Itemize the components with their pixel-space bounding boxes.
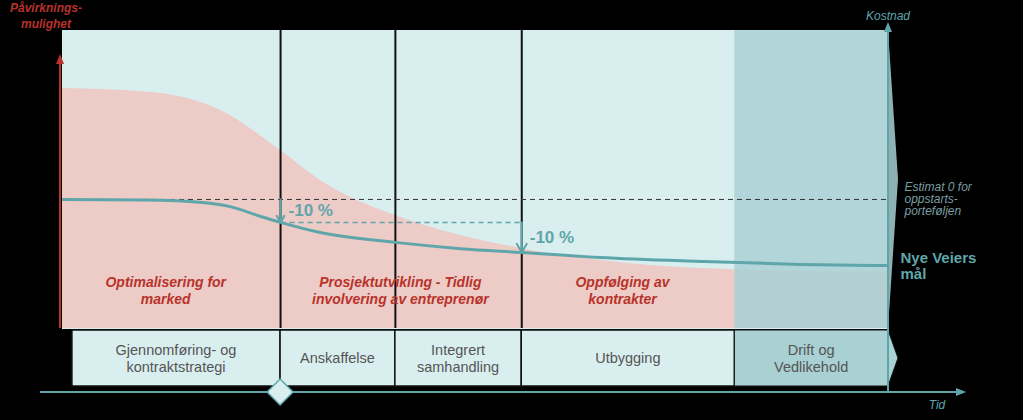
svg-text:-10 %: -10 % [289, 201, 333, 220]
svg-text:-10 %: -10 % [530, 228, 574, 247]
svg-text:Drift ogVedlikehold: Drift ogVedlikehold [774, 342, 848, 375]
svg-text:Nye Veiersmål: Nye Veiersmål [901, 249, 977, 283]
svg-text:Oppfølging avkontrakter: Oppfølging avkontrakter [575, 274, 670, 306]
svg-text:Kostnad: Kostnad [866, 9, 910, 23]
svg-text:Estimat 0 foroppstarts-portefø: Estimat 0 foroppstarts-porteføljen [904, 180, 973, 218]
svg-text:Gjennomføring- ogkontraktstrat: Gjennomføring- ogkontraktstrategi [116, 342, 237, 375]
svg-text:Anskaffelse: Anskaffelse [300, 350, 375, 366]
svg-text:Integrertsamhandling: Integrertsamhandling [417, 342, 499, 375]
svg-text:Prosjektutvikling - Tidliginvo: Prosjektutvikling - Tidliginvolvering av… [312, 274, 490, 306]
svg-text:Påvirknings-mulighet: Påvirknings-mulighet [10, 1, 82, 31]
svg-text:Tid: Tid [929, 398, 946, 412]
svg-text:Optimalisering formarked: Optimalisering formarked [105, 274, 227, 306]
svg-text:Utbygging: Utbygging [595, 350, 660, 366]
